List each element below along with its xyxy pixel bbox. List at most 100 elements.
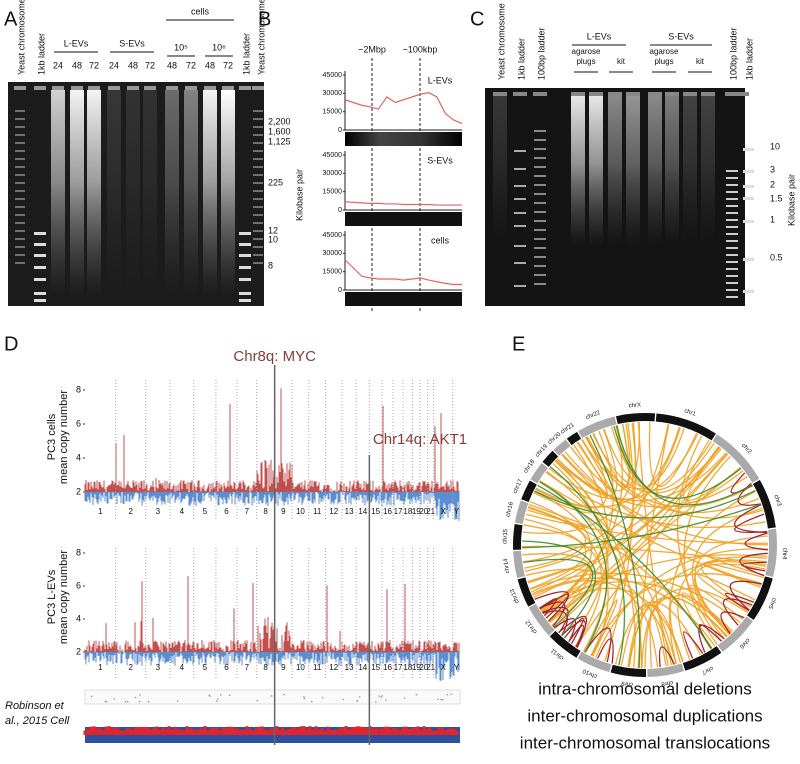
band xyxy=(534,139,546,141)
chord xyxy=(586,423,630,489)
ref-dot xyxy=(219,694,222,696)
group-label: S-EVs xyxy=(668,31,694,41)
ref-dot xyxy=(228,694,231,697)
band xyxy=(743,197,754,200)
band xyxy=(34,254,46,257)
chr-label: 8 xyxy=(263,507,268,516)
chord xyxy=(744,532,768,551)
band xyxy=(15,262,25,264)
chr-label: chr6 xyxy=(738,637,751,650)
smear xyxy=(87,90,101,295)
chr-label: 2 xyxy=(128,507,133,516)
chr-label: chr14 xyxy=(503,557,511,573)
chord xyxy=(563,617,584,644)
well xyxy=(166,86,178,90)
well xyxy=(701,92,715,96)
chr-label: chr13 xyxy=(509,587,520,604)
band xyxy=(726,177,738,179)
band xyxy=(534,229,546,231)
band xyxy=(15,110,25,112)
band xyxy=(726,296,738,298)
lane-label: 48 xyxy=(167,60,177,70)
chord xyxy=(698,624,725,653)
y-tick-label: 15000 xyxy=(323,189,343,196)
chr-label: chr2 xyxy=(740,443,753,456)
chord xyxy=(564,451,765,576)
chr-label: X xyxy=(440,507,446,516)
panel-label: E xyxy=(512,333,525,355)
ref-dot xyxy=(134,696,137,699)
method-label: plugs xyxy=(576,57,595,66)
chr-label: chr10 xyxy=(581,667,598,679)
chord xyxy=(584,627,612,663)
chord xyxy=(589,434,641,668)
plot-label: cells xyxy=(431,235,450,245)
group-label: 10⁵ xyxy=(174,42,188,52)
band xyxy=(726,268,738,270)
size-label: 1,600 xyxy=(268,126,291,136)
band xyxy=(15,190,25,192)
band xyxy=(534,265,546,267)
ref-dot xyxy=(176,700,179,702)
chr-label: 10 xyxy=(296,507,305,516)
chr-label: 20 xyxy=(419,507,428,516)
chr-arc xyxy=(542,450,559,467)
chord xyxy=(539,481,608,653)
ref-dot xyxy=(270,695,273,697)
chr-label: 10 xyxy=(296,663,305,672)
ref-dot xyxy=(415,693,418,696)
lane-label: 72 xyxy=(186,60,196,70)
chr-arc xyxy=(514,500,529,525)
band xyxy=(253,206,263,208)
band xyxy=(726,261,738,263)
gain-bars xyxy=(84,576,460,652)
chr-label: chr18 xyxy=(523,458,537,474)
legend-text: inter-chromosomal duplications xyxy=(527,706,762,725)
chord xyxy=(734,513,768,534)
panel-label: A xyxy=(4,8,18,30)
chr-label: 21 xyxy=(426,663,435,672)
chord xyxy=(540,425,623,612)
chord xyxy=(556,458,748,508)
band xyxy=(239,232,251,235)
lane-label: Yeast chromosome xyxy=(496,3,506,80)
chord xyxy=(523,558,594,628)
chord xyxy=(539,601,566,627)
y-tick-label: 15000 xyxy=(323,109,343,116)
chord xyxy=(584,599,618,657)
band xyxy=(726,233,738,235)
ref-dot xyxy=(310,700,313,703)
lane-label: 24 xyxy=(53,60,63,70)
ref-dot xyxy=(356,699,358,702)
gain-bars xyxy=(84,388,460,492)
chord xyxy=(637,424,670,668)
chr-label: 3 xyxy=(156,663,161,672)
band xyxy=(534,238,546,240)
band xyxy=(743,290,754,293)
size-label: 225 xyxy=(268,177,283,187)
band xyxy=(253,126,263,128)
smear xyxy=(126,90,140,295)
chr-label: 4 xyxy=(180,663,185,672)
y-tick-label: 6 xyxy=(76,580,81,590)
chord xyxy=(539,480,643,668)
band xyxy=(726,170,738,172)
chr-label: chr12 xyxy=(525,618,539,634)
axis-label: mean copy number xyxy=(58,390,70,484)
band xyxy=(534,256,546,258)
y-tick-label: 15000 xyxy=(323,269,343,276)
chord xyxy=(558,615,588,648)
method-label: agarose xyxy=(572,47,601,56)
band xyxy=(514,168,526,170)
group-label: L-EVs xyxy=(587,31,612,41)
band xyxy=(239,299,251,302)
y-tick-label: 8 xyxy=(76,547,81,557)
chord xyxy=(548,448,722,623)
chord xyxy=(722,598,753,626)
y-tick-label: 4 xyxy=(76,613,81,623)
lane-label: 1kb ladder xyxy=(744,38,754,80)
band xyxy=(15,246,25,248)
well xyxy=(222,86,234,90)
band xyxy=(15,230,25,232)
y-tick-label: 2 xyxy=(76,486,81,496)
